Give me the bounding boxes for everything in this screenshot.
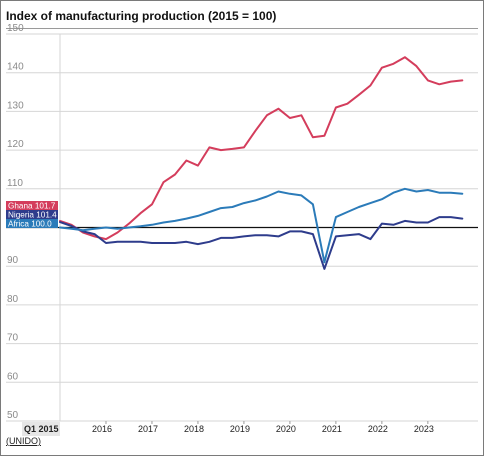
x-tick-label: 2018 <box>184 424 204 434</box>
series-label-nigeria: Nigeria 101.4 <box>6 210 58 220</box>
y-tick-label: 80 <box>7 294 19 305</box>
x-tick-label: 2020 <box>276 424 296 434</box>
y-tick-label: 150 <box>7 23 24 34</box>
series-label-text: Ghana 101.7 <box>8 202 56 211</box>
series-label-africa: Africa 100.0 <box>6 219 58 229</box>
series-label-bg <box>6 219 58 228</box>
series-label-ghana: Ghana 101.7 <box>6 201 58 211</box>
y-tick-label: 60 <box>7 371 19 382</box>
series-label-text: Africa 100.0 <box>8 220 52 229</box>
x-start-label-bg <box>22 422 60 436</box>
y-tick-label: 70 <box>7 333 19 344</box>
series-label-text: Nigeria 101.4 <box>8 211 57 220</box>
x-tick-label: 2017 <box>138 424 158 434</box>
title-divider <box>6 28 478 29</box>
x-tick-label: 2019 <box>230 424 250 434</box>
y-tick-label: 140 <box>7 62 24 73</box>
y-tick-label: 120 <box>7 139 24 150</box>
y-tick-label: 110 <box>7 178 23 189</box>
x-tick-label: 2016 <box>92 424 112 434</box>
x-axis: Q1 2015 2016 2017 2018 2019 2020 2021 2022 2023 <box>6 420 478 436</box>
x-tick-label: 2023 <box>414 424 434 434</box>
x-tick-label: 2022 <box>368 424 388 434</box>
series-line-ghana <box>59 56 464 241</box>
series-line-nigeria <box>59 216 464 270</box>
y-tick-label: 90 <box>7 255 19 266</box>
source-note: (UNIDO) <box>6 436 41 446</box>
y-tick-label: 130 <box>7 100 24 111</box>
x-tick-label: Q1 2015 <box>24 424 59 434</box>
y-tick-label: 50 <box>7 410 19 421</box>
chart-title: Index of manufacturing production (2015 … <box>6 9 277 23</box>
series-label-bg <box>6 210 58 219</box>
x-tick-label: 2021 <box>322 424 342 434</box>
series-lines <box>59 56 464 270</box>
series-line-africa <box>59 187 464 264</box>
series-label-bg <box>6 201 58 210</box>
